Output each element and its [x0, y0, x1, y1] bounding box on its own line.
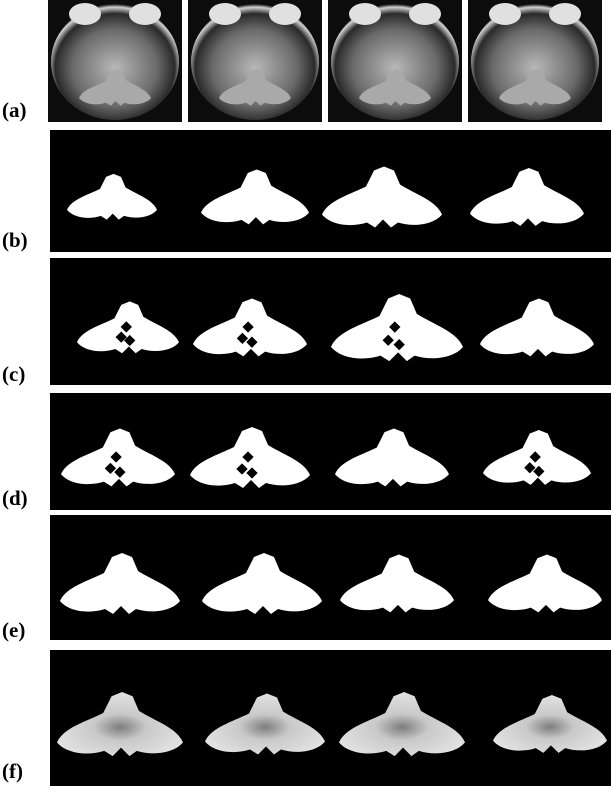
figure: (a) (b) (c) (d) (e) (f): [0, 0, 611, 786]
panel: (f): [2, 650, 611, 786]
panel-label: (e): [2, 618, 25, 642]
eye: [269, 3, 301, 25]
panel: (d): [2, 393, 611, 510]
panel: (b): [2, 130, 611, 252]
eye: [549, 3, 581, 25]
panel-label: (f): [2, 759, 23, 783]
panels: (a) (b) (c) (d) (e) (f): [2, 0, 611, 786]
eye: [349, 3, 381, 25]
eye: [129, 3, 161, 25]
panel-label: (c): [2, 362, 25, 386]
panel: (e): [2, 515, 611, 642]
head-outline: [471, 4, 599, 120]
eye: [209, 3, 241, 25]
panel-label: (b): [2, 228, 28, 252]
head-outline: [191, 4, 319, 120]
eye: [409, 3, 441, 25]
head-outline: [51, 4, 179, 120]
head-outline: [331, 4, 459, 120]
panel: (c): [2, 258, 611, 386]
eye: [489, 3, 521, 25]
panel-label: (a): [2, 98, 27, 122]
panel: (a): [2, 0, 602, 122]
eye: [69, 3, 101, 25]
panel-label: (d): [2, 486, 28, 510]
